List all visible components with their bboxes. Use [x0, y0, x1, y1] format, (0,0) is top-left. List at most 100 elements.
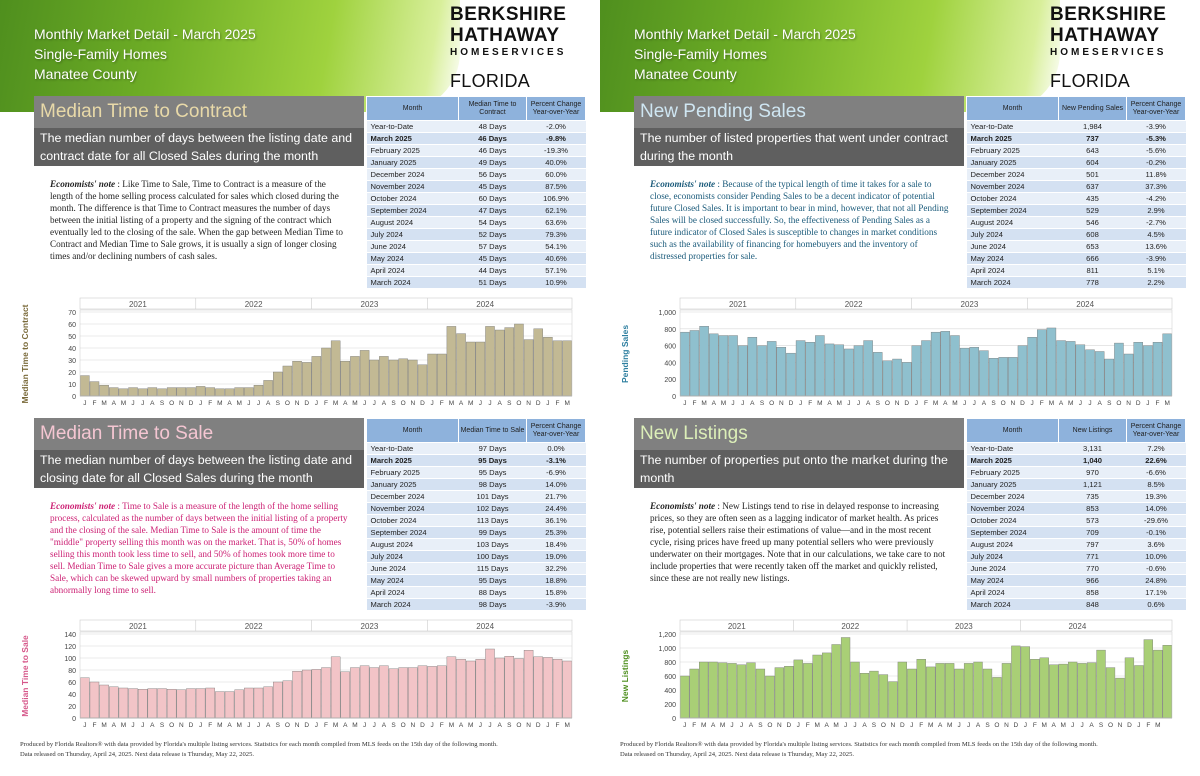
x-tick-label: J [257, 400, 260, 407]
table-cell: 5.1% [1126, 264, 1186, 277]
table-cell: June 2024 [366, 240, 459, 253]
x-tick-label: M [564, 400, 569, 407]
bar [533, 656, 543, 719]
x-tick-label: M [1164, 400, 1169, 407]
x-tick-label: J [1079, 400, 1082, 407]
x-tick-label: N [295, 400, 300, 407]
table-cell: 853 [1058, 502, 1127, 515]
x-tick-label: O [516, 722, 521, 729]
x-tick-label: J [363, 722, 366, 729]
x-tick-label: O [401, 722, 406, 729]
x-tick-label: M [817, 400, 822, 407]
x-tick-label: A [497, 400, 502, 407]
table-row: April 2024 88 Days 15.8% [366, 586, 586, 599]
x-tick-label: M [101, 400, 106, 407]
x-tick-label: J [957, 722, 960, 729]
table-row: December 2024 101 Days 21.7% [366, 490, 586, 503]
x-tick-label: J [1088, 400, 1091, 407]
bar [1027, 337, 1037, 397]
bar [1075, 344, 1086, 397]
bar [793, 659, 803, 719]
table-row: March 2025 95 Days -3.1% [366, 454, 586, 467]
bar [746, 662, 756, 719]
bar [137, 688, 148, 719]
bar [427, 666, 437, 719]
bar [776, 347, 787, 397]
table-cell: -6.6% [1126, 466, 1186, 479]
bar [562, 660, 572, 719]
economists-note: Economists' note : New Listings tend to … [650, 500, 950, 584]
table-cell: May 2024 [966, 574, 1059, 587]
x-tick-label: S [760, 400, 765, 407]
table-row: January 2025 49 Days 40.0% [366, 156, 586, 169]
table-cell: March 2024 [966, 598, 1059, 611]
table-cell: 48 Days [458, 120, 527, 133]
x-tick-label: O [994, 722, 999, 729]
x-tick-label: F [324, 400, 328, 407]
table-cell: 529 [1058, 204, 1127, 217]
table-row: July 2024 100 Days 19.0% [366, 550, 586, 563]
note-label: Economists' note [650, 179, 716, 189]
y-axis-label: New Listings [620, 650, 630, 703]
x-tick-label: S [276, 722, 281, 729]
bar [988, 357, 999, 397]
bar [446, 656, 457, 719]
table-row: February 2025 95 Days -6.9% [366, 466, 586, 479]
table-cell: March 2025 [966, 454, 1059, 467]
x-tick-label: M [836, 400, 841, 407]
x-tick-label: S [991, 400, 996, 407]
x-tick-label: O [769, 400, 774, 407]
x-tick-label: F [556, 400, 560, 407]
section-description: The number of properties put onto the ma… [634, 450, 964, 488]
x-tick-label: A [266, 722, 271, 729]
x-tick-label: O [1116, 400, 1121, 407]
y-tick-label: 400 [664, 688, 676, 695]
bar [437, 353, 447, 397]
x-tick-label: A [459, 722, 464, 729]
data-table: Month Median Time to Contract Percent Chan… [366, 96, 586, 289]
x-tick-label: A [866, 400, 871, 407]
x-tick-label: F [808, 400, 812, 407]
bar [998, 357, 1008, 397]
bar [1105, 667, 1116, 719]
bar [456, 659, 466, 719]
bar [1152, 342, 1163, 397]
column-header: Percent Change Year-over-Year [1126, 418, 1186, 443]
bar [282, 680, 293, 719]
x-tick-label: N [526, 722, 531, 729]
bar [992, 677, 1002, 719]
table-row: June 2024 653 13.6% [966, 240, 1186, 253]
table-cell: 737 [1058, 132, 1127, 145]
bar [340, 671, 351, 719]
table-row: May 2024 966 24.8% [966, 574, 1186, 587]
table-cell: 87.5% [526, 180, 586, 193]
table-cell: 637 [1058, 180, 1127, 193]
table-cell: August 2024 [366, 538, 459, 551]
x-tick-label: A [862, 722, 867, 729]
table-cell: July 2024 [966, 228, 1059, 241]
bar [766, 341, 777, 397]
x-tick-label: M [352, 722, 357, 729]
x-tick-label: A [343, 722, 348, 729]
x-tick-label: J [315, 400, 318, 407]
y-tick-label: 10 [68, 382, 76, 389]
bar [157, 688, 167, 719]
bar [689, 668, 699, 719]
bar [882, 360, 893, 397]
bar [765, 675, 775, 719]
table-cell: 106.9% [526, 192, 586, 205]
table-cell: September 2024 [966, 204, 1059, 217]
bar [282, 365, 293, 397]
table-cell: 36.1% [526, 514, 586, 527]
x-tick-label: M [217, 400, 222, 407]
x-tick-label: N [777, 722, 782, 729]
table-cell: 45 Days [458, 252, 527, 265]
bar [388, 359, 399, 397]
table-row: March 2024 51 Days 10.9% [366, 276, 586, 289]
x-tick-label: N [1118, 722, 1123, 729]
chart-median-time-to-sale: 2021 2022 2023 2024 0 20 40 60 80 100 120 140 J F M A M J… [14, 616, 584, 742]
x-tick-label: N [891, 722, 896, 729]
table-cell: 25.3% [526, 526, 586, 539]
x-tick-label: S [876, 400, 881, 407]
table-row: November 2024 853 14.0% [966, 502, 1186, 515]
